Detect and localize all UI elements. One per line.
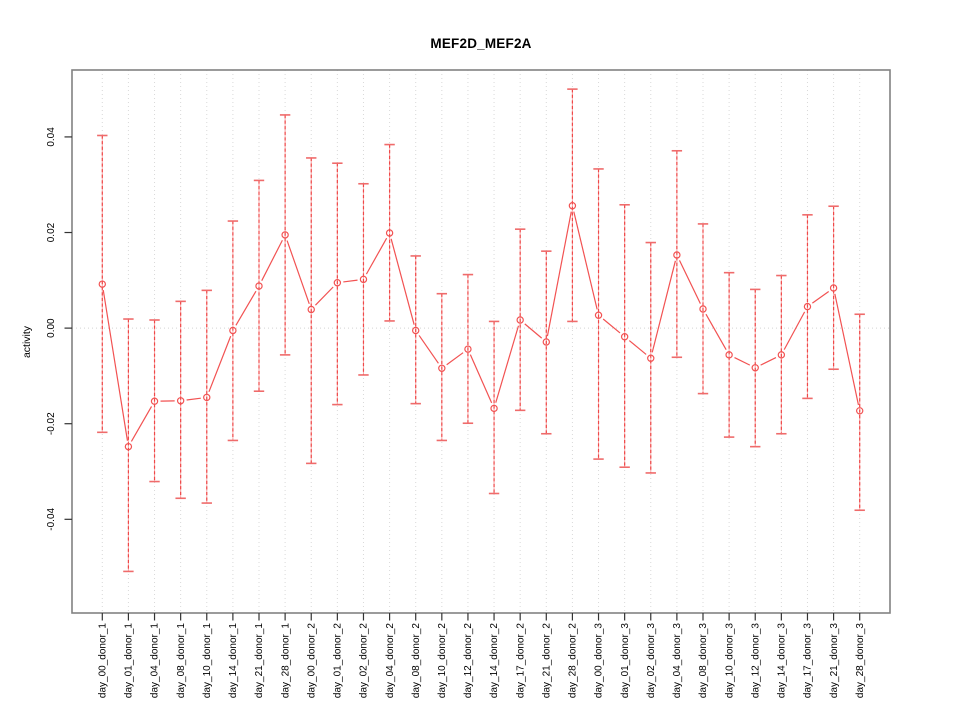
series-segment [546, 211, 572, 337]
series-segment [446, 352, 464, 366]
series-segment [734, 357, 751, 366]
data-point-marker [412, 326, 420, 335]
x-tick-label: day_00_donor_1 [97, 623, 108, 699]
x-tick-label: day_28_donor_1 [280, 623, 291, 699]
x-tick-label: day_28_donor_3 [855, 623, 866, 699]
series-segment [524, 323, 543, 339]
series-segment [834, 293, 860, 406]
y-tick-label: -0.02 [46, 412, 57, 435]
series-segment [418, 335, 439, 364]
data-point-marker [516, 316, 524, 324]
data-point-marker [620, 333, 629, 341]
series-segment [628, 340, 647, 355]
data-point-marker [307, 305, 315, 314]
data-point-marker [673, 251, 681, 259]
series-segment [235, 290, 257, 326]
series-segment [573, 211, 598, 310]
plot-border [71, 69, 891, 614]
series-segment [186, 397, 201, 401]
series-segment [390, 238, 415, 325]
series-segment [261, 239, 283, 281]
data-point-marker [150, 397, 159, 405]
data-point-marker [856, 407, 864, 415]
series-segment [365, 237, 388, 275]
data-point-marker [568, 202, 577, 210]
series-segment [495, 325, 520, 403]
x-tick-label: day_12_donor_3 [750, 623, 761, 699]
x-tick-label: day_08_donor_1 [176, 623, 187, 699]
data-point-marker [594, 311, 603, 319]
data-point-marker [333, 279, 342, 287]
data-point-marker [699, 305, 707, 313]
series-segment [314, 286, 334, 306]
data-point-marker [203, 393, 211, 402]
series-segment [783, 311, 806, 350]
series-segment [208, 335, 232, 393]
series-segment [469, 354, 493, 404]
data-point-marker [281, 231, 289, 239]
data-point-marker [829, 284, 838, 292]
x-tick-label: day_21_donor_3 [829, 623, 840, 699]
series-segment [678, 260, 701, 304]
data-point-marker [725, 351, 733, 359]
x-tick-label: day_04_donor_2 [385, 623, 396, 699]
data-point-marker [751, 364, 759, 372]
series-segment [602, 318, 621, 334]
data-point-marker [255, 282, 263, 290]
y-tick-label: 0.04 [46, 127, 57, 147]
series-segment [343, 279, 358, 283]
x-tick-label: day_14_donor_2 [489, 623, 500, 699]
x-tick-label: day_14_donor_1 [228, 623, 239, 699]
x-tick-label: day_04_donor_1 [150, 623, 161, 699]
x-tick-label: day_28_donor_2 [568, 623, 579, 699]
x-tick-label: day_10_donor_2 [437, 623, 448, 699]
x-tick-label: day_12_donor_2 [463, 623, 474, 699]
x-tick-label: day_17_donor_3 [803, 623, 814, 699]
data-point-marker [777, 351, 786, 359]
x-tick-label: day_14_donor_3 [777, 623, 788, 699]
x-tick-label: day_01_donor_1 [124, 623, 135, 699]
x-tick-label: day_00_donor_3 [594, 623, 605, 699]
data-point-marker [464, 345, 472, 353]
series-segment [102, 289, 129, 441]
data-point-marker [803, 302, 812, 311]
series-segment [812, 290, 830, 304]
data-point-marker [359, 275, 368, 284]
x-tick-label: day_01_donor_2 [333, 623, 344, 699]
data-point-marker [647, 354, 655, 362]
data-point-marker [542, 338, 550, 346]
x-tick-label: day_00_donor_2 [306, 623, 317, 699]
x-tick-label: day_21_donor_1 [254, 623, 265, 699]
x-tick-label: day_10_donor_3 [724, 623, 735, 699]
x-tick-label: day_02_donor_3 [646, 623, 657, 699]
y-tick-label: 0.02 [46, 222, 57, 242]
series-segment [286, 240, 310, 305]
series-segment [651, 260, 676, 353]
x-tick-label: day_01_donor_3 [620, 623, 631, 699]
data-point-marker [490, 404, 498, 413]
x-tick-label: day_08_donor_2 [411, 623, 422, 699]
y-tick-label: -0.04 [46, 507, 57, 530]
x-tick-label: day_17_donor_2 [515, 623, 526, 699]
data-point-marker [176, 397, 185, 405]
data-point-marker [98, 280, 106, 288]
series-segment [705, 313, 727, 350]
data-point-marker [438, 364, 446, 372]
x-tick-label: day_02_donor_2 [359, 623, 370, 699]
x-tick-label: day_10_donor_1 [202, 623, 213, 699]
series-segment [130, 406, 153, 442]
x-tick-label: day_04_donor_3 [672, 623, 683, 699]
series-segment [760, 357, 777, 366]
data-point-marker [124, 442, 133, 451]
y-tick-label: 0.00 [46, 318, 57, 338]
data-point-marker [229, 326, 237, 335]
x-tick-label: day_08_donor_3 [698, 623, 709, 699]
data-point-marker [385, 229, 394, 237]
chart-title: MEF2D_MEF2A [430, 36, 532, 51]
x-tick-label: day_21_donor_2 [541, 623, 552, 699]
